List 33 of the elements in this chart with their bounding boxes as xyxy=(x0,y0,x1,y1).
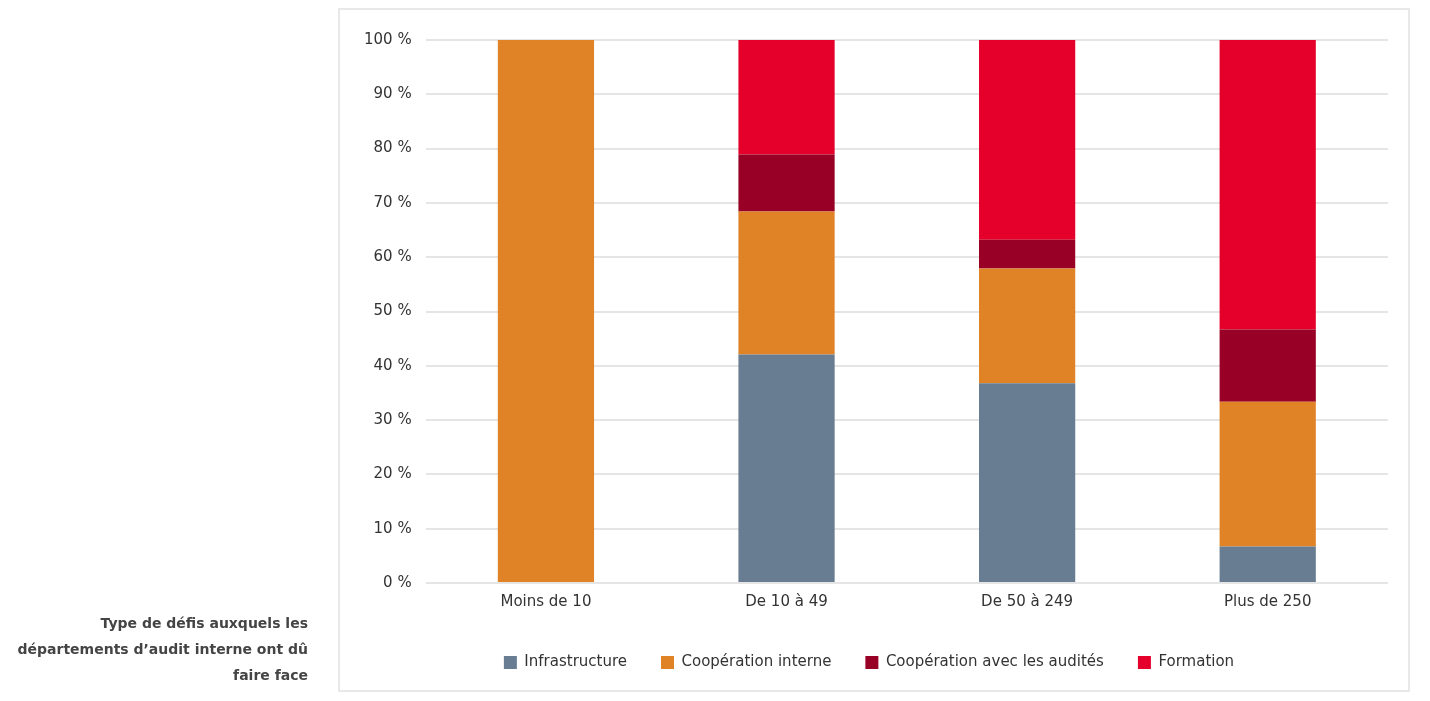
bar xyxy=(979,268,1076,384)
bar xyxy=(979,239,1076,269)
y-tick-label: 50 % xyxy=(373,301,412,320)
bar xyxy=(1219,401,1316,547)
x-tick-label: Plus de 250 xyxy=(1223,591,1312,610)
y-tick-label: 100 % xyxy=(364,29,412,48)
bar xyxy=(1219,329,1316,402)
bar xyxy=(738,154,835,212)
bar xyxy=(738,40,835,155)
legend-label: Coopération interne xyxy=(681,652,832,671)
y-tick-label: 30 % xyxy=(373,409,412,428)
bar xyxy=(979,40,1076,240)
legend-label: Infrastructure xyxy=(524,652,628,671)
text: Type de défis auxquels les départements d’audit interne ont dû faire face xyxy=(16,614,308,685)
y-tick-label: 70 % xyxy=(373,192,412,211)
x-tick-label: De 50 à 249 xyxy=(981,591,1074,610)
x-tick-label: De 10 à 49 xyxy=(745,591,828,610)
y-tick-label: 90 % xyxy=(373,84,412,103)
y-tick-label: 80 % xyxy=(373,138,412,157)
y-tick-label: 40 % xyxy=(373,355,412,374)
y-tick-label: 20 % xyxy=(373,464,412,483)
y-tick-label: 60 % xyxy=(373,247,412,266)
bar xyxy=(738,354,835,582)
legend-label: Coopération avec les audités xyxy=(885,652,1105,671)
bar xyxy=(497,40,595,582)
x-tick-label: Moins de 10 xyxy=(500,591,592,610)
bar xyxy=(738,211,835,355)
legend-label: Formation xyxy=(1158,652,1235,671)
y-tick-label: 10 % xyxy=(373,518,412,537)
bar xyxy=(979,383,1076,582)
bar xyxy=(1219,40,1316,330)
bar xyxy=(1219,546,1316,582)
y-tick-label: 0 % xyxy=(383,572,412,591)
